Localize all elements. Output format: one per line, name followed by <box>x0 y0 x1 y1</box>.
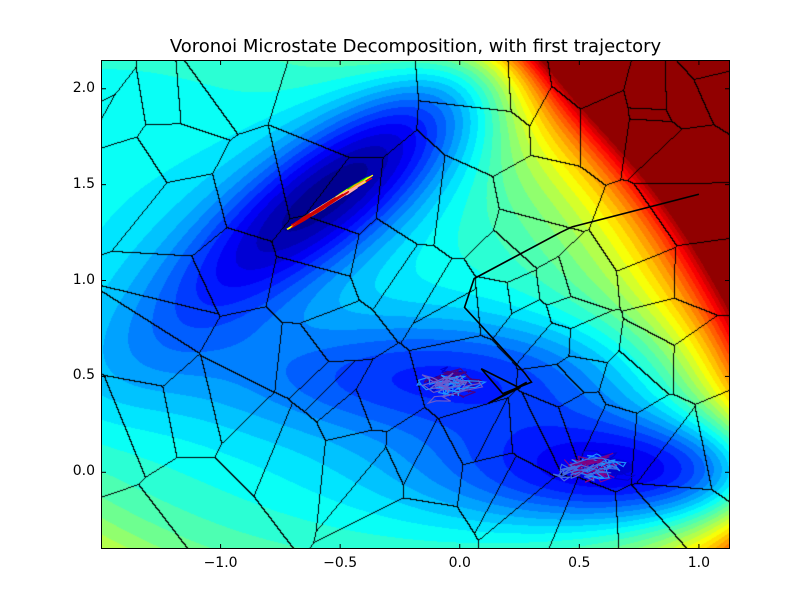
trajectory-line <box>552 457 619 482</box>
x-tick-label: −1.0 <box>203 555 238 571</box>
y-tick-label: 1.5 <box>72 175 95 192</box>
potential-contour <box>101 60 730 549</box>
trajectory-line <box>423 368 484 399</box>
y-tick-label: 2.0 <box>72 79 95 96</box>
y-tick-label: 0.5 <box>72 367 95 384</box>
chart-title: Voronoi Microstate Decomposition, with f… <box>169 36 662 57</box>
x-tick-label: −0.5 <box>323 555 358 571</box>
x-tick-label: 0.0 <box>448 555 471 571</box>
trajectory-line <box>420 372 484 405</box>
x-tick-label: 0.5 <box>568 555 591 571</box>
plot-area <box>101 60 730 549</box>
first-trajectory-line <box>463 193 700 404</box>
y-tick-label: 1.0 <box>72 271 95 288</box>
y-tick-label: 0.0 <box>72 463 95 480</box>
x-tick-label: 1.0 <box>687 555 711 571</box>
trajectories-layer <box>101 60 730 549</box>
trajectory-line <box>291 190 350 229</box>
